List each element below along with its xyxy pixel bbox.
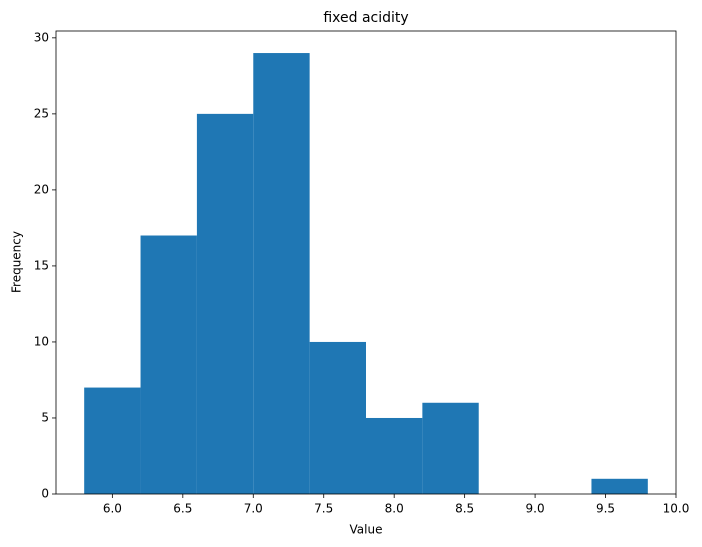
x-tick-label: 10.0 (663, 502, 690, 516)
y-tick-label: 20 (34, 182, 49, 196)
y-tick-label: 5 (41, 410, 49, 424)
bar (309, 341, 366, 494)
bar (366, 417, 423, 494)
y-tick-label: 10 (34, 334, 49, 348)
x-axis-label: Value (350, 523, 383, 537)
y-axis-label: Frequency (10, 231, 24, 293)
x-tick-label: 9.0 (526, 502, 545, 516)
y-tick-label: 30 (34, 30, 49, 44)
x-tick-label: 8.5 (455, 502, 474, 516)
x-tick-label: 7.5 (314, 502, 333, 516)
chart-title: fixed acidity (323, 10, 408, 26)
bar (422, 402, 479, 494)
y-tick-label: 0 (41, 487, 49, 501)
bar (140, 235, 197, 494)
x-tick-label: 6.5 (173, 502, 192, 516)
plot-frame (55, 30, 677, 495)
x-tick-label: 8.0 (385, 502, 404, 516)
x-tick-label: 9.5 (596, 502, 615, 516)
x-tick-label: 6.0 (103, 502, 122, 516)
y-tick-label: 25 (34, 106, 49, 120)
bar (84, 387, 141, 494)
bar (591, 478, 648, 494)
y-tick-label: 15 (34, 258, 49, 272)
x-tick-label: 7.0 (244, 502, 263, 516)
bar (196, 113, 254, 494)
bar (253, 53, 310, 495)
